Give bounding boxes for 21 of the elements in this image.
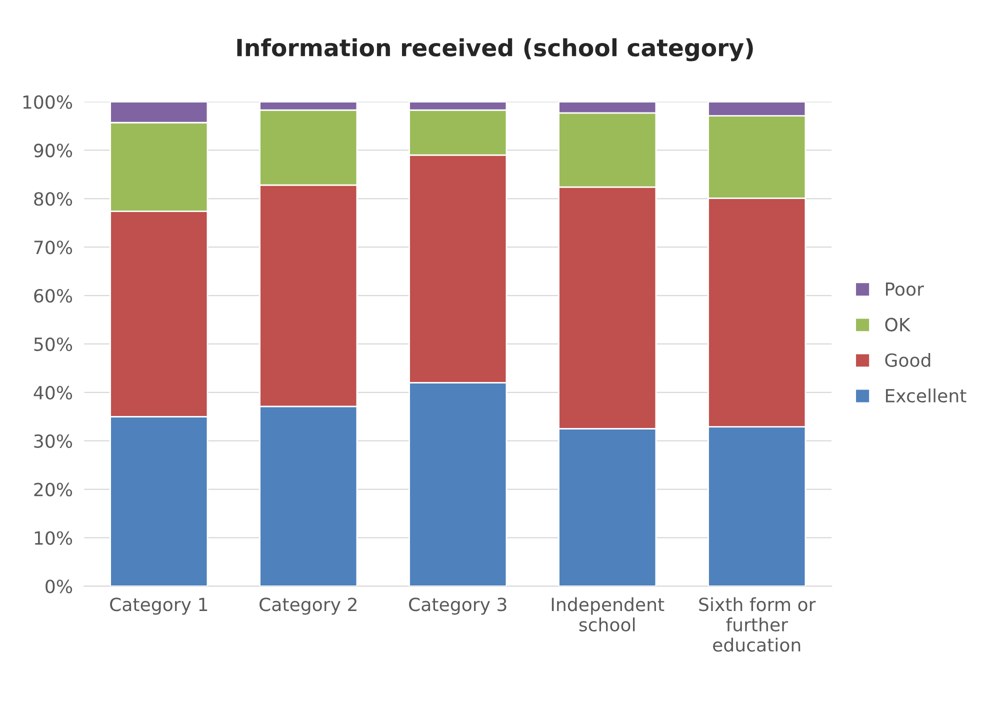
y-tick-label: 20%	[34, 482, 72, 496]
y-tick-label: 70%	[34, 240, 72, 254]
legend-label: Poor	[886, 282, 924, 296]
legend-label: Excellent	[886, 388, 966, 403]
x-tick-label: Independent school	[552, 597, 664, 632]
y-tick-label: 80%	[34, 192, 72, 206]
y-tick-label: 60%	[34, 289, 72, 303]
x-tick-label: Category 3	[409, 598, 506, 615]
y-tick-label: 0%	[46, 580, 72, 594]
y-tick-label: 100%	[23, 95, 72, 109]
x-tick-label: Category 2	[260, 598, 356, 615]
y-tick-label: 90%	[34, 144, 72, 158]
y-tick-label: 50%	[34, 337, 72, 352]
x-tick-label: Sixth form or further education	[699, 597, 816, 652]
x-tick-label: Category 1	[110, 598, 208, 615]
y-tick-label: 40%	[34, 386, 72, 400]
y-tick-label: 30%	[34, 434, 72, 448]
legend-label: Good	[885, 353, 930, 367]
y-tick-label: 10%	[34, 531, 72, 545]
chart-title: Information received (school category)	[237, 38, 753, 62]
legend-label: OK	[885, 318, 911, 332]
